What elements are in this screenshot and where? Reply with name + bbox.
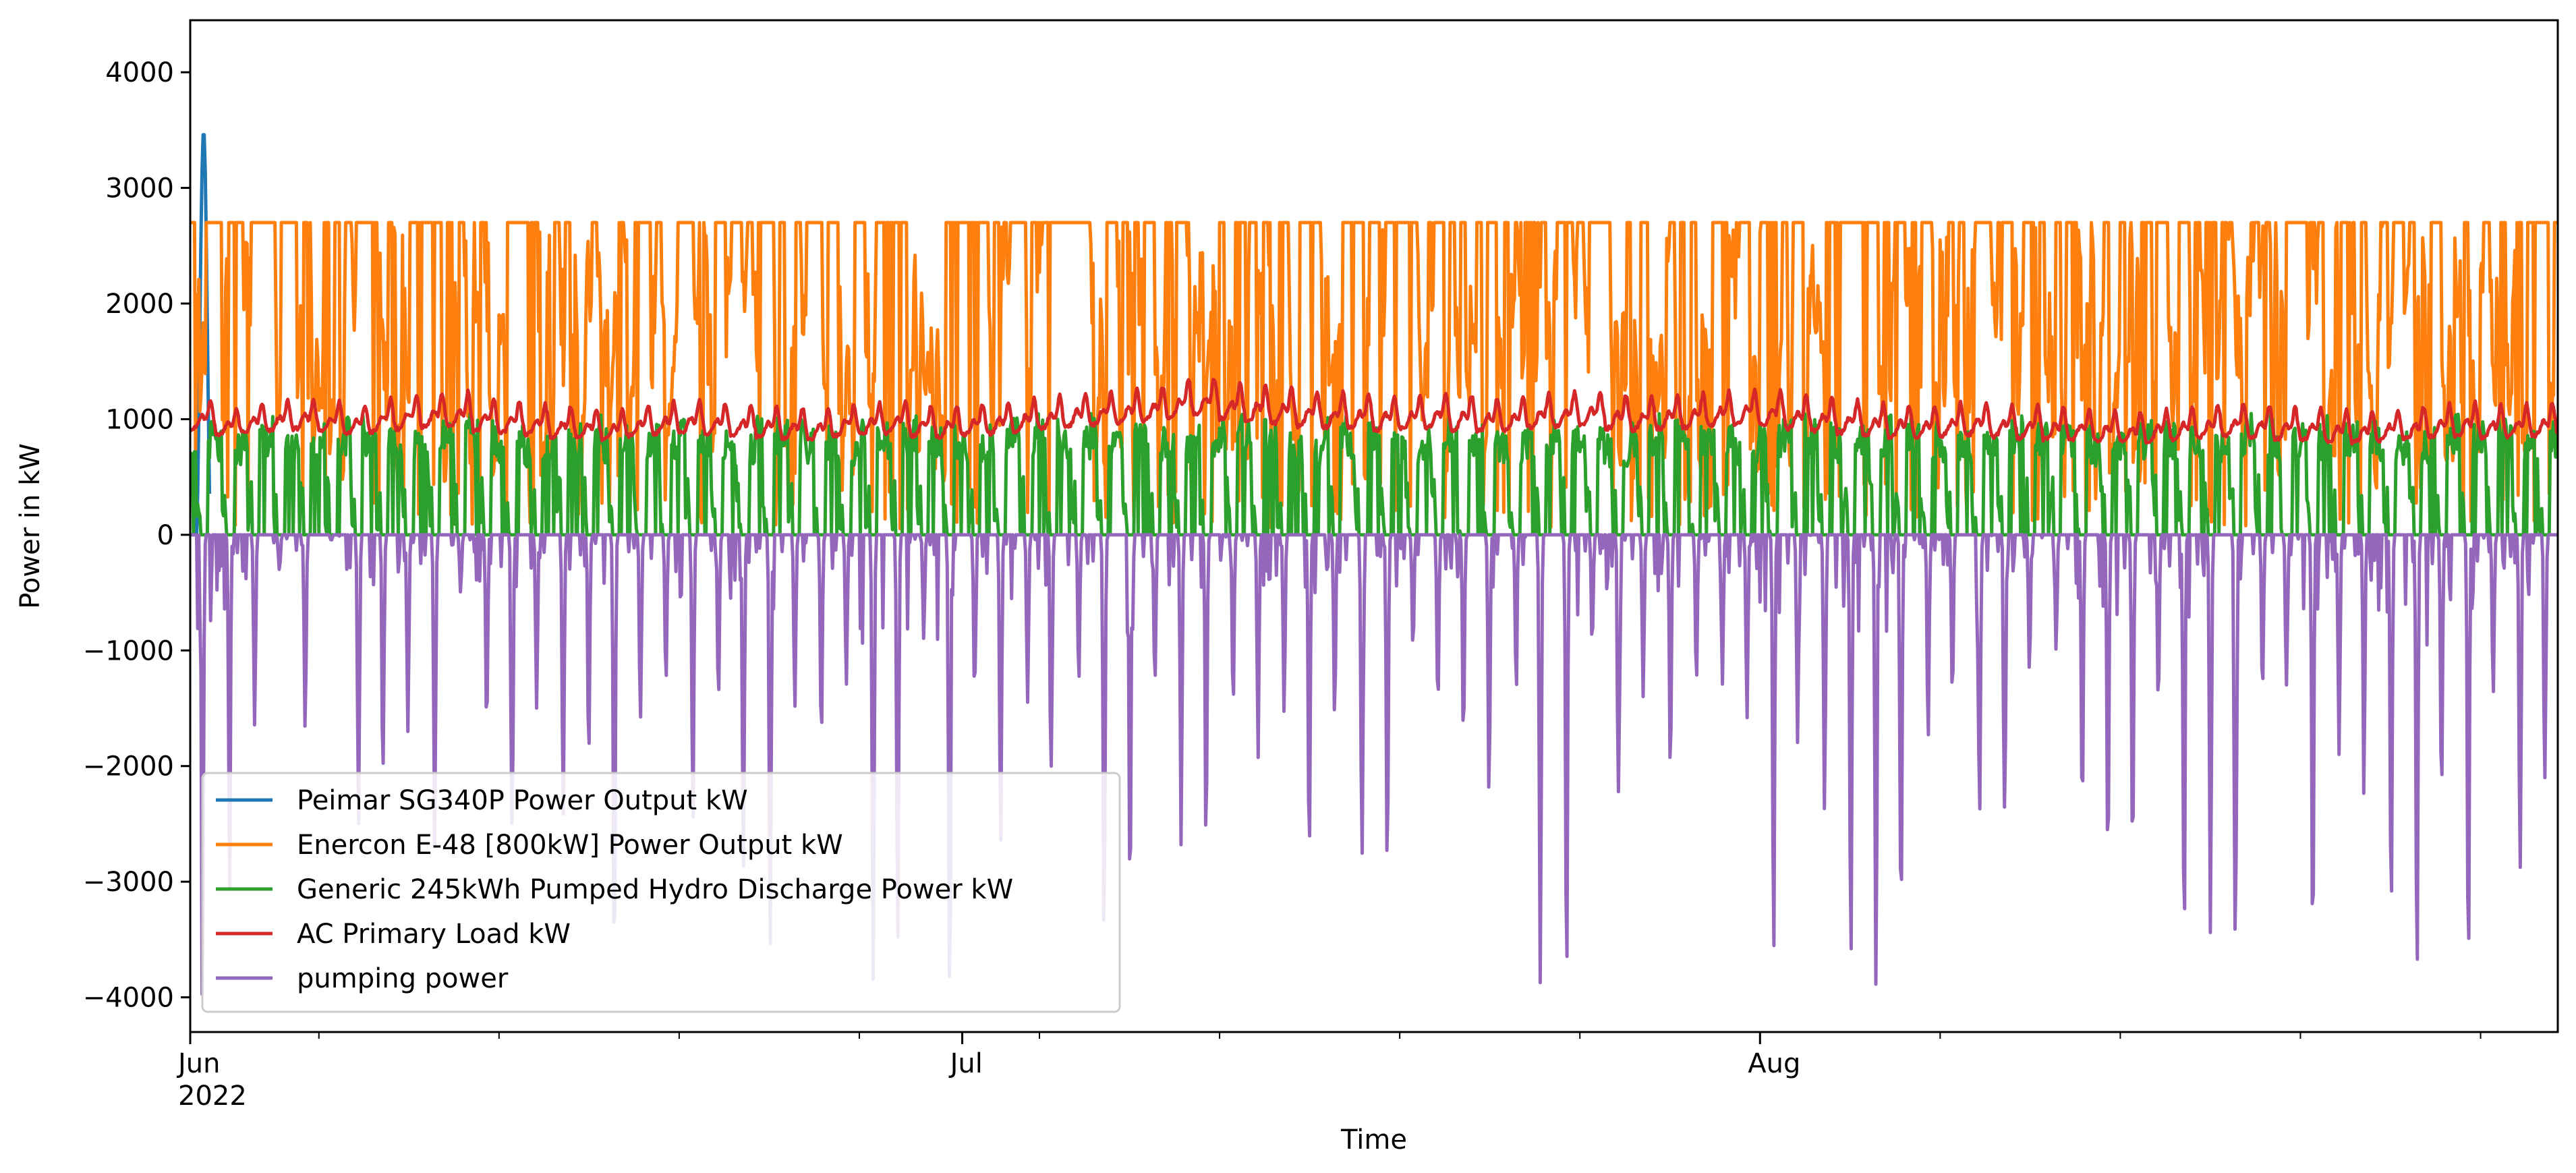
legend-label: AC Primary Load kW — [297, 919, 571, 950]
legend-label: Generic 245kWh Pumped Hydro Discharge Po… — [297, 874, 1013, 905]
y-tick-label: 1000 — [105, 404, 174, 435]
y-axis-label: Power in kW — [15, 443, 46, 609]
legend-label: Peimar SG340P Power Output kW — [297, 785, 748, 816]
x-axis-label: Time — [1340, 1124, 1407, 1155]
series-line-5 — [190, 533, 2558, 996]
y-tick-label: −1000 — [83, 635, 174, 666]
y-tick-label: 3000 — [105, 173, 174, 204]
x-tick-label: Jul — [948, 1048, 983, 1079]
y-tick-label: 2000 — [105, 289, 174, 320]
legend-label: Enercon E-48 [800kW] Power Output kW — [297, 830, 843, 861]
y-tick-label: 4000 — [105, 57, 174, 88]
x-tick-year-label: 2022 — [178, 1081, 247, 1112]
y-tick-label: 0 — [157, 520, 174, 551]
series-layer — [190, 133, 2558, 996]
series-line-2 — [190, 221, 2558, 531]
legend: Peimar SG340P Power Output kW Enercon E-4… — [201, 772, 1121, 1013]
y-tick-label: −2000 — [83, 751, 174, 782]
plot-frame — [189, 19, 2559, 1033]
x-tick-label: Jun — [176, 1048, 221, 1079]
y-tick-label: −4000 — [83, 983, 174, 1014]
y-tick-label: −3000 — [83, 867, 174, 898]
x-tick-label: Aug — [1748, 1048, 1800, 1079]
series-line-4 — [190, 378, 2558, 446]
legend-box — [201, 772, 1121, 1013]
y-axis: −4000 −3000 −2000 −1000 0 1000 2000 3000 4000 — [83, 57, 190, 1014]
legend-label: pumping power — [297, 963, 509, 994]
